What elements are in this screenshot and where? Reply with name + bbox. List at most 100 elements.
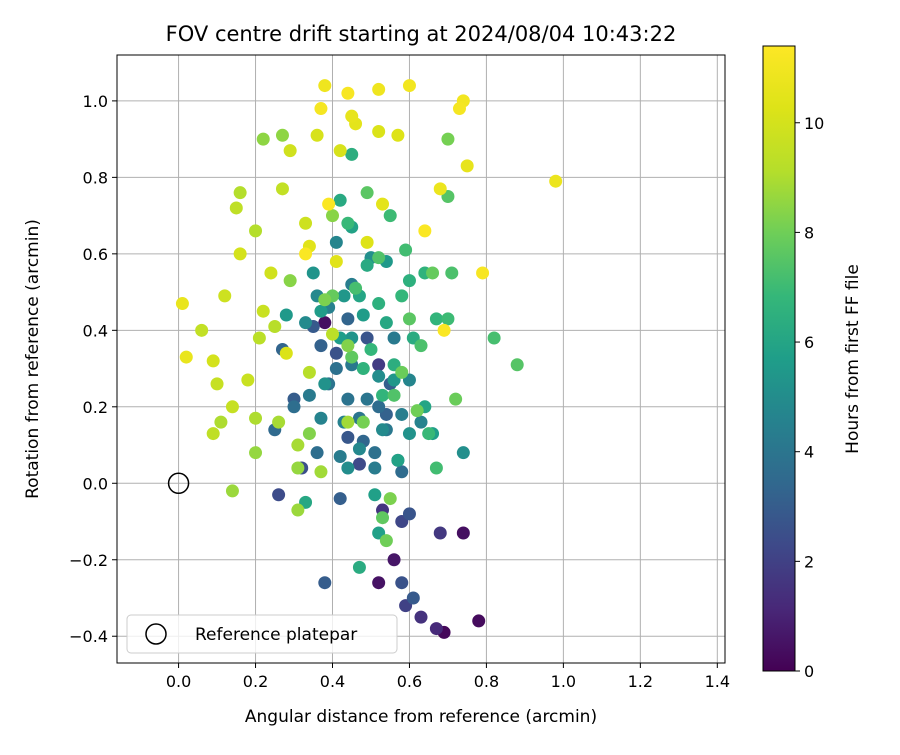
data-point — [399, 243, 413, 257]
colorbar-tick-label: 8 — [804, 223, 814, 242]
data-point — [383, 492, 397, 506]
data-point — [352, 442, 366, 456]
data-point — [456, 446, 470, 460]
data-point — [472, 614, 486, 628]
data-point — [283, 274, 297, 288]
y-tick-label: 0.8 — [83, 168, 108, 187]
data-point — [218, 289, 232, 303]
data-point — [256, 132, 270, 146]
data-point — [368, 488, 382, 502]
colorbar-tick-label: 6 — [804, 333, 814, 352]
data-point — [429, 461, 443, 475]
reference-platepar-marker — [167, 472, 190, 495]
data-point — [333, 450, 347, 464]
data-point — [433, 182, 447, 196]
data-point — [406, 591, 420, 605]
data-point — [376, 197, 390, 211]
data-point — [395, 407, 409, 421]
x-tick-label: 0.6 — [397, 672, 422, 691]
data-point — [225, 484, 239, 498]
data-point — [275, 128, 289, 142]
data-point — [318, 293, 332, 307]
data-point — [299, 316, 313, 330]
data-point — [279, 346, 293, 360]
data-point — [291, 438, 305, 452]
data-point — [341, 430, 355, 444]
data-point — [341, 339, 355, 353]
data-point — [291, 503, 305, 517]
y-tick-label: −0.2 — [69, 551, 108, 570]
x-tick-label: 0.4 — [320, 672, 345, 691]
data-point — [314, 465, 328, 479]
data-point — [345, 350, 359, 364]
data-point — [460, 159, 474, 173]
y-tick-label: −0.4 — [69, 627, 108, 646]
x-tick-label: 1.4 — [705, 672, 730, 691]
data-point — [402, 427, 416, 441]
data-point — [256, 304, 270, 318]
data-point — [249, 446, 263, 460]
data-point — [179, 350, 193, 364]
data-point — [252, 331, 266, 345]
data-point — [376, 388, 390, 402]
y-axis-label: Rotation from reference (arcmin) — [23, 219, 43, 499]
x-tick-label: 0.8 — [474, 672, 499, 691]
data-point — [487, 331, 501, 345]
data-point — [322, 197, 336, 211]
data-point — [310, 446, 324, 460]
data-point — [372, 358, 386, 372]
x-axis-label: Angular distance from reference (arcmin) — [245, 707, 597, 727]
data-point — [356, 362, 370, 376]
data-point — [275, 182, 289, 196]
data-point — [387, 388, 401, 402]
data-point — [264, 266, 278, 280]
data-point — [360, 186, 374, 200]
data-point — [452, 102, 466, 116]
data-point — [249, 411, 263, 425]
data-point — [549, 174, 563, 188]
data-point — [306, 266, 320, 280]
data-point — [360, 331, 374, 345]
data-point — [341, 461, 355, 475]
data-point — [283, 144, 297, 158]
data-point — [383, 209, 397, 223]
x-tick-label: 1.0 — [551, 672, 576, 691]
colorbar-tick-label: 0 — [804, 662, 814, 681]
data-point — [441, 312, 455, 326]
grid — [117, 55, 725, 663]
plot-frame — [116, 54, 726, 664]
data-point — [329, 235, 343, 249]
data-point — [279, 308, 293, 322]
legend-label: Reference platepar — [195, 625, 357, 645]
data-point — [268, 319, 282, 333]
data-point — [318, 316, 332, 330]
data-point — [206, 354, 220, 368]
x-tick-label: 0.0 — [166, 672, 191, 691]
data-point — [206, 427, 220, 441]
colorbar-tick-label: 4 — [804, 443, 814, 462]
x-tick-label: 0.2 — [243, 672, 268, 691]
data-point — [510, 358, 524, 372]
data-point — [333, 144, 347, 158]
data-point — [287, 400, 301, 414]
data-point — [414, 610, 428, 624]
data-point — [329, 362, 343, 376]
data-point — [387, 331, 401, 345]
data-point — [456, 526, 470, 540]
data-point — [318, 576, 332, 590]
data-point — [229, 201, 243, 215]
data-point — [414, 339, 428, 353]
data-point — [395, 289, 409, 303]
data-point — [299, 216, 313, 230]
data-point — [372, 124, 386, 138]
data-point — [310, 128, 324, 142]
colorbar-ticks: 0 2 4 6 8 10 — [795, 114, 824, 681]
data-point — [302, 365, 316, 379]
data-point — [210, 377, 224, 391]
x-tick-label: 1.2 — [628, 672, 653, 691]
data-point — [391, 453, 405, 467]
data-points — [175, 79, 563, 639]
data-point — [314, 102, 328, 116]
data-point — [341, 312, 355, 326]
